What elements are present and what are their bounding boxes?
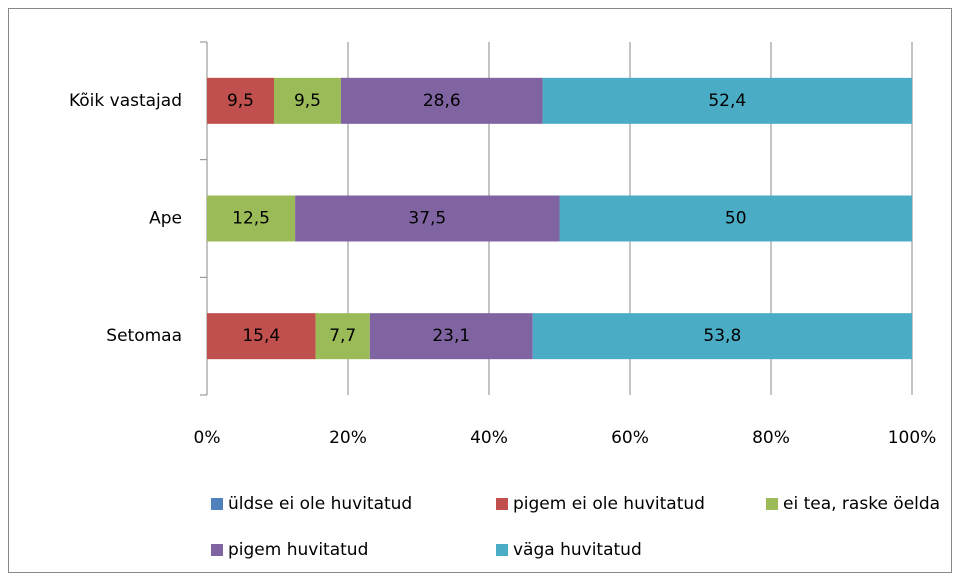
data-label: 15,4	[242, 326, 280, 346]
data-label: 52,4	[708, 91, 746, 111]
y-tick-label: Kõik vastajad	[69, 91, 182, 111]
x-tick-label: 0%	[194, 428, 221, 448]
legend-label: pigem huvitatud	[228, 540, 368, 560]
data-label: 9,5	[294, 91, 321, 111]
data-label: 12,5	[232, 209, 270, 229]
legend-label: pigem ei ole huvitatud	[513, 494, 705, 514]
data-label: 53,8	[703, 326, 741, 346]
data-label: 50	[725, 209, 747, 229]
legend-swatch	[211, 498, 223, 510]
legend-label: üldse ei ole huvitatud	[228, 494, 412, 514]
x-tick-label: 100%	[888, 428, 937, 448]
data-label: 23,1	[432, 326, 470, 346]
x-tick-label: 60%	[611, 428, 649, 448]
bar-segment	[559, 195, 912, 242]
bar-segment	[207, 195, 296, 242]
data-label: 9,5	[227, 91, 254, 111]
bar-segment	[542, 77, 912, 124]
y-tick-label: Setomaa	[106, 326, 182, 346]
legend-swatch	[211, 544, 223, 556]
y-tick-label: Ape	[149, 209, 182, 229]
bar-segment	[295, 195, 560, 242]
bar-segment	[340, 77, 543, 124]
legend-label: ei tea, raske öelda	[783, 494, 940, 514]
bar-segment	[369, 313, 533, 360]
bar-segment	[315, 313, 370, 360]
x-tick-label: 20%	[329, 428, 367, 448]
legend-swatch	[496, 498, 508, 510]
legend-swatch	[766, 498, 778, 510]
bar-segment	[532, 313, 912, 360]
x-tick-label: 40%	[470, 428, 508, 448]
data-label: 28,6	[423, 91, 461, 111]
data-label: 37,5	[408, 209, 446, 229]
data-label: 7,7	[329, 326, 356, 346]
legend-label: väga huvitatud	[513, 540, 642, 560]
bar-segment	[207, 313, 316, 360]
x-tick-label: 80%	[752, 428, 790, 448]
bar-segment	[207, 77, 274, 124]
bar-segment	[273, 77, 341, 124]
legend-swatch	[496, 544, 508, 556]
